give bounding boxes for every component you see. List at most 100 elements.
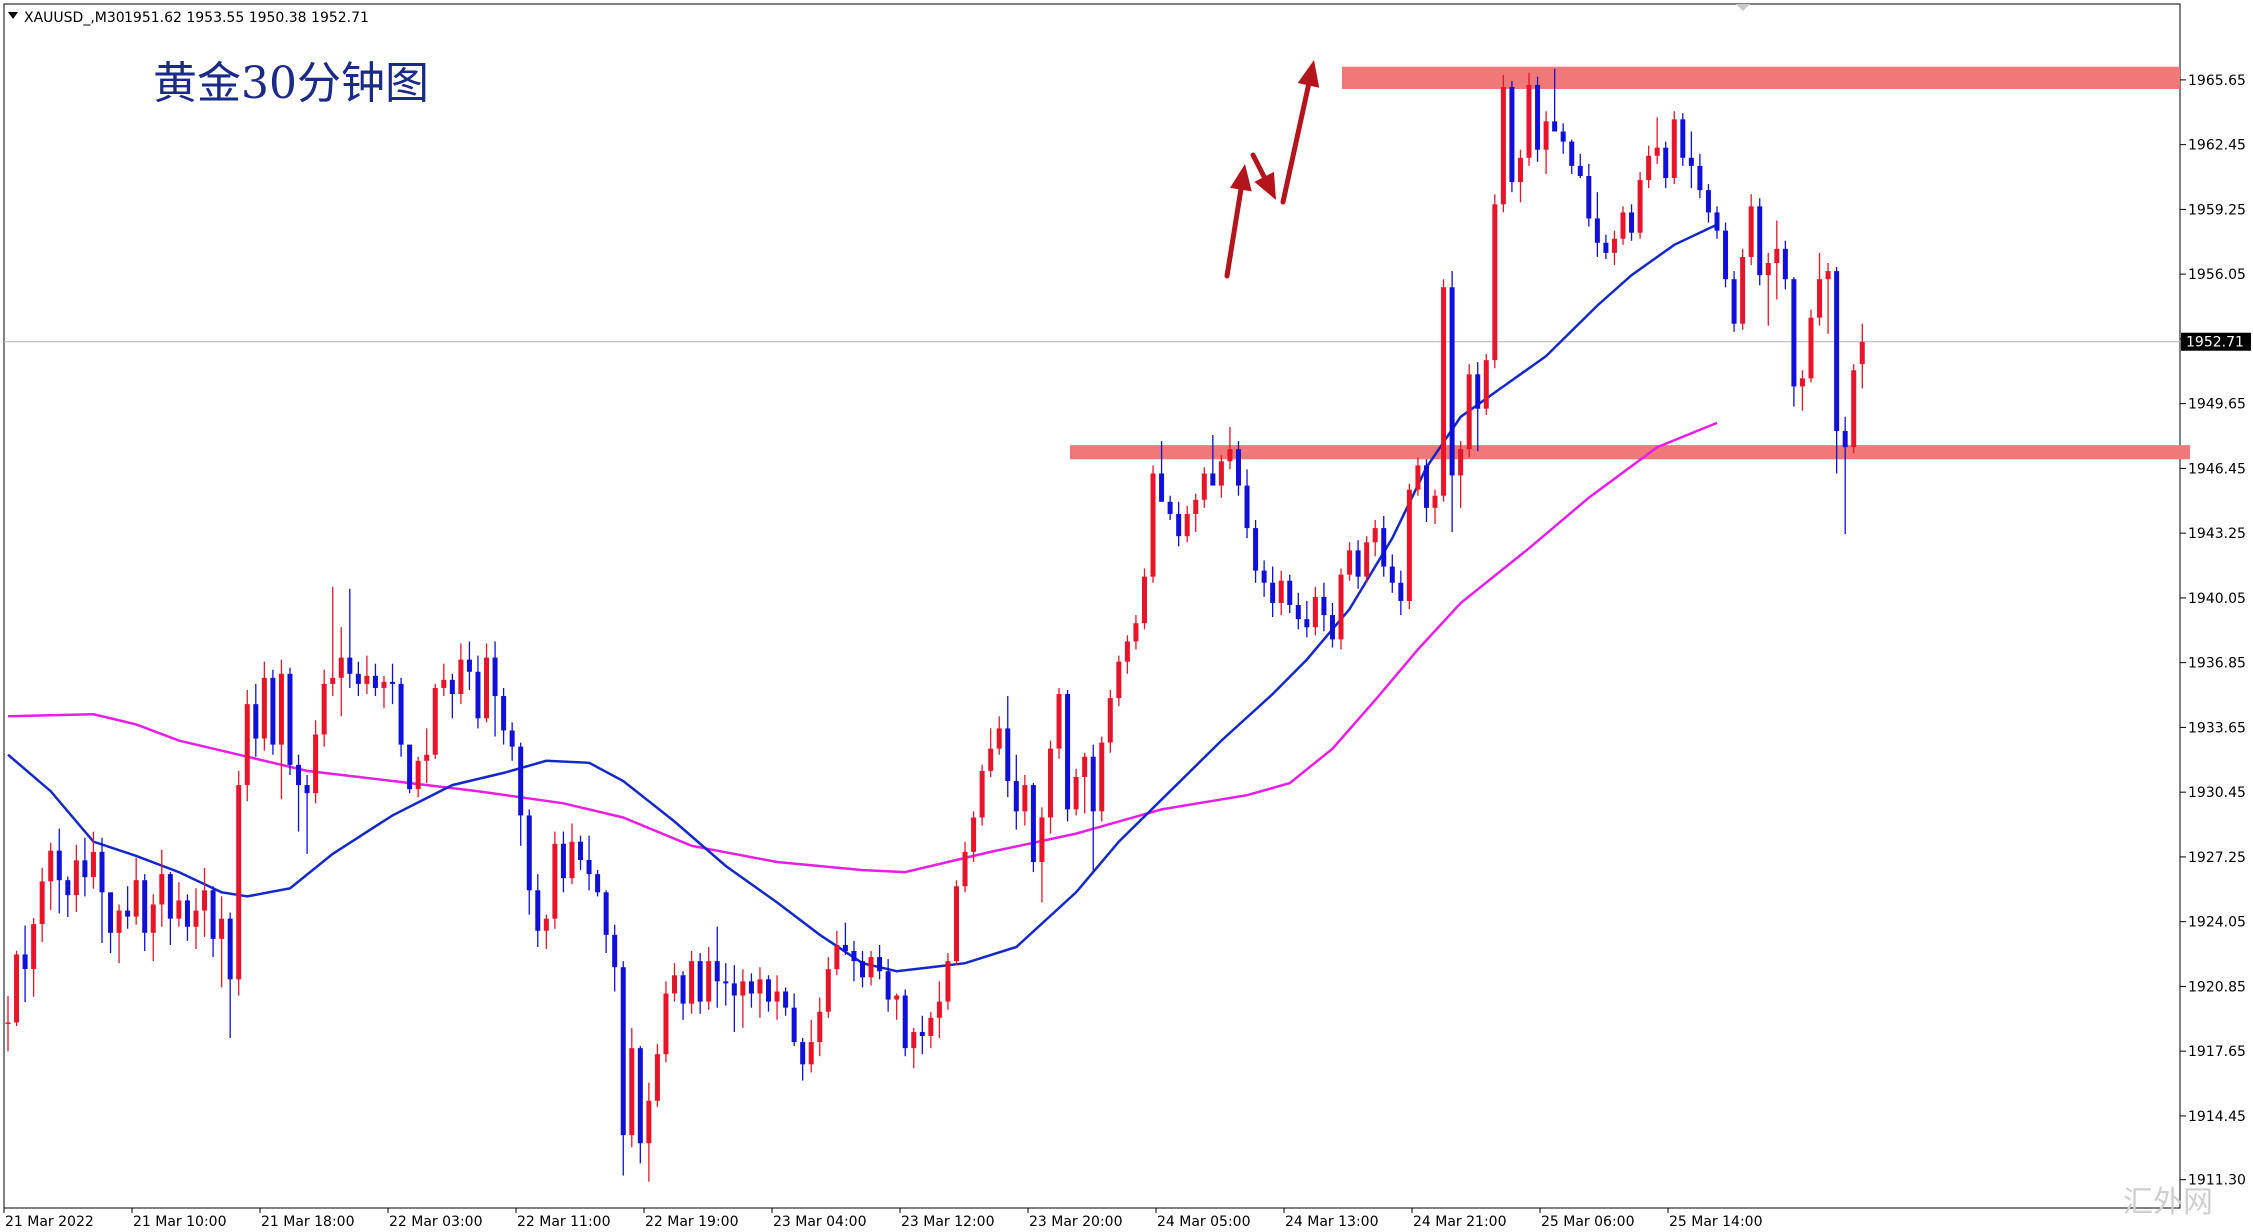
candle <box>586 835 592 891</box>
candle-body <box>825 969 831 1012</box>
time-tick-label: 23 Mar 12:00 <box>901 1214 994 1230</box>
candle <box>996 716 1002 755</box>
candle-body <box>1244 485 1250 529</box>
candle-body <box>1398 582 1404 601</box>
candle-body <box>723 981 729 984</box>
candle <box>219 896 225 988</box>
candle <box>407 744 413 794</box>
candle <box>1133 615 1139 650</box>
candle <box>834 930 840 976</box>
candle-body <box>492 657 498 697</box>
candle-body <box>1620 212 1626 239</box>
candle <box>877 944 883 980</box>
price-tick-label: 1914.45 <box>2188 1109 2246 1125</box>
price-tick-label: 1949.65 <box>2188 397 2246 413</box>
candle <box>560 831 566 893</box>
price-tick-label: 1965.65 <box>2188 73 2246 89</box>
candle-body <box>1201 473 1207 500</box>
candle-body <box>5 1022 11 1024</box>
watermark: 汇外网 <box>2123 1185 2213 1220</box>
candle <box>825 957 831 1018</box>
candle-body <box>1723 230 1729 280</box>
candle-body <box>355 673 361 684</box>
price-tick-label: 1940.05 <box>2188 591 2246 607</box>
candle <box>99 837 105 943</box>
symbol-label: XAUUSD_,M30 <box>24 10 125 26</box>
candle <box>1312 586 1318 636</box>
candle-body <box>1261 570 1267 583</box>
candle-body <box>321 683 327 735</box>
candle-body <box>748 981 754 994</box>
candle-body <box>1013 781 1019 812</box>
candle-body <box>398 683 404 745</box>
candle-body <box>1406 489 1412 601</box>
candle-body <box>637 1048 643 1144</box>
candle-body <box>1808 317 1814 379</box>
candle <box>484 643 490 723</box>
candle-body <box>1329 615 1335 640</box>
candle <box>1432 489 1438 525</box>
time-tick-label: 22 Mar 19:00 <box>645 1214 738 1230</box>
candle <box>1569 139 1575 174</box>
candle-body <box>569 841 575 879</box>
candle <box>680 971 686 1020</box>
candle <box>988 728 994 777</box>
candle-body <box>1235 449 1241 486</box>
candle-body <box>133 880 139 917</box>
dropdown-triangle-icon[interactable] <box>8 12 18 19</box>
candle <box>971 811 977 862</box>
candle-body <box>1381 528 1387 567</box>
candle <box>176 882 182 927</box>
candle <box>1005 696 1011 798</box>
candle <box>287 667 293 775</box>
candle-body <box>82 860 88 878</box>
candle <box>919 1015 925 1055</box>
candle-body <box>287 673 293 765</box>
candle-body <box>142 880 148 933</box>
candle <box>236 770 242 996</box>
time-tick-label: 25 Mar 06:00 <box>1541 1214 1634 1230</box>
candle-body <box>783 991 789 1008</box>
candle-body <box>1646 155 1652 181</box>
candle-body <box>714 961 720 982</box>
candle-body <box>971 817 977 852</box>
candle <box>1398 570 1404 616</box>
candle-body <box>868 957 874 978</box>
candle-body <box>1355 550 1361 577</box>
candle <box>766 975 772 1012</box>
candle <box>714 926 720 1008</box>
candle-body <box>1825 271 1831 280</box>
price-tick-label: 1962.45 <box>2188 138 2246 154</box>
candle <box>1671 111 1677 185</box>
candle <box>723 963 729 1006</box>
candle-body <box>193 910 199 927</box>
candle-body <box>1654 147 1660 156</box>
candle <box>911 1027 917 1069</box>
shift-marker-icon[interactable] <box>1736 4 1750 11</box>
candle <box>1500 74 1506 213</box>
arrows-layer[interactable] <box>1224 60 1320 279</box>
candle <box>979 764 985 826</box>
candle-body <box>979 770 985 818</box>
candle-body <box>347 657 353 674</box>
candle-body <box>441 679 447 688</box>
candle <box>928 1011 934 1049</box>
candle <box>1765 252 1771 326</box>
candle <box>167 872 173 945</box>
candle-body <box>1167 501 1173 514</box>
candle-body <box>1817 279 1823 318</box>
candle <box>637 1046 643 1164</box>
candle-body <box>1364 542 1370 577</box>
candle <box>1799 370 1805 411</box>
candle-body <box>1065 694 1071 810</box>
candle <box>381 675 387 709</box>
candle <box>1201 467 1207 508</box>
arrow-head <box>1297 60 1320 88</box>
candle-body <box>1005 728 1011 782</box>
price-tick-label: 1933.65 <box>2188 720 2246 736</box>
candle <box>1859 323 1865 389</box>
candle-body <box>1372 528 1378 543</box>
candle-body <box>278 673 284 745</box>
time-tick-label: 23 Mar 04:00 <box>773 1214 866 1230</box>
